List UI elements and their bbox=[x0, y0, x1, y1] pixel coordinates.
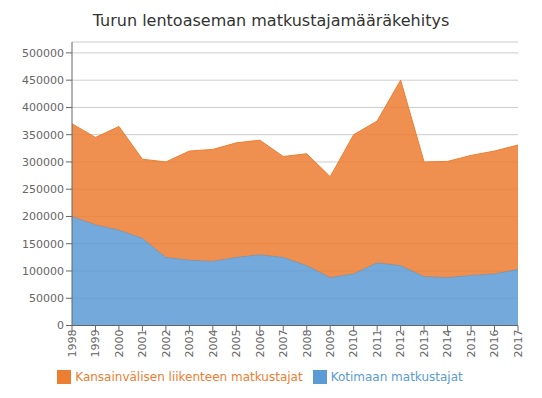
svg-text:0: 0 bbox=[57, 319, 64, 332]
svg-text:2002: 2002 bbox=[160, 330, 173, 358]
svg-text:450000: 450000 bbox=[22, 74, 64, 87]
html-text:Kansainvälisen liikenteen matk: Kansainvälisen liikenteen matkustajat bbox=[75, 369, 303, 384]
svg-text:1999: 1999 bbox=[89, 330, 102, 358]
svg-text:250000: 250000 bbox=[22, 183, 64, 196]
svg-text:2004: 2004 bbox=[207, 330, 220, 358]
svg-text:2001: 2001 bbox=[136, 330, 149, 358]
svg-text:2010: 2010 bbox=[347, 330, 360, 358]
html-text:Turun lentoaseman matkustajamä: Turun lentoaseman matkustajamääräkehitys bbox=[92, 11, 450, 30]
svg-text:2014: 2014 bbox=[441, 330, 454, 358]
svg-text:300000: 300000 bbox=[22, 156, 64, 169]
svg-text:1998: 1998 bbox=[66, 330, 79, 358]
svg-text:2012: 2012 bbox=[394, 330, 407, 358]
svg-text:2000: 2000 bbox=[113, 330, 126, 358]
svg-text:100000: 100000 bbox=[22, 265, 64, 278]
html-text:Kotimaan matkustajat: Kotimaan matkustajat bbox=[330, 369, 463, 384]
svg-text:50000: 50000 bbox=[29, 292, 64, 305]
svg-text:2005: 2005 bbox=[230, 330, 243, 358]
svg-text:2006: 2006 bbox=[254, 330, 267, 358]
svg-text:2009: 2009 bbox=[324, 330, 337, 358]
svg-text:350000: 350000 bbox=[22, 129, 64, 142]
svg-text:200000: 200000 bbox=[22, 210, 64, 223]
svg-text:2013: 2013 bbox=[418, 330, 431, 358]
svg-text:150000: 150000 bbox=[22, 238, 64, 251]
svg-text:2016: 2016 bbox=[488, 330, 501, 358]
svg-text:2007: 2007 bbox=[277, 330, 290, 358]
svg-text:2011: 2011 bbox=[371, 330, 384, 358]
svg-text:2003: 2003 bbox=[183, 330, 196, 358]
svg-text:2008: 2008 bbox=[301, 330, 314, 358]
svg-text:400000: 400000 bbox=[22, 101, 64, 114]
svg-text:2017: 2017 bbox=[512, 330, 525, 358]
svg-text:2015: 2015 bbox=[465, 330, 478, 358]
svg-text:500000: 500000 bbox=[22, 47, 64, 60]
